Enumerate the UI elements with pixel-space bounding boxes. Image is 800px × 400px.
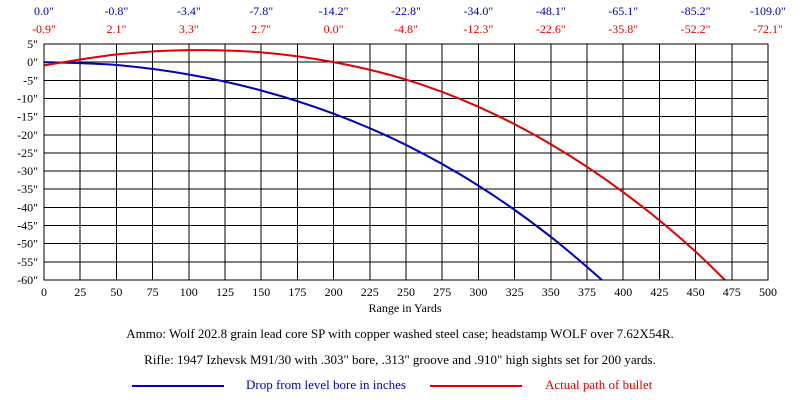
top-path-label: 2.7" <box>251 22 271 36</box>
x-tick-label: 250 <box>397 285 415 299</box>
rifle-caption: Rifle: 1947 Izhevsk M91/30 with .303" bo… <box>144 352 656 367</box>
top-drop-label: -3.4" <box>177 4 201 18</box>
x-tick-label: 75 <box>147 285 159 299</box>
top-drop-label: -14.2" <box>319 4 349 18</box>
x-tick-label: 450 <box>687 285 705 299</box>
top-path-label: 0.0" <box>324 22 344 36</box>
x-tick-label: 50 <box>110 285 122 299</box>
top-path-label: -35.8" <box>608 22 638 36</box>
x-axis-label: Range in Yards <box>368 301 441 315</box>
top-path-label: -12.3" <box>463 22 493 36</box>
x-tick-label: 425 <box>650 285 668 299</box>
top-path-label: 2.1" <box>106 22 126 36</box>
y-tick-label: -50" <box>17 237 38 251</box>
drop-series-line <box>44 61 604 280</box>
plot-frame <box>43 43 769 281</box>
legend-path-label: Actual path of bullet <box>545 377 653 392</box>
chart-legend: Drop from level bore in inches Actual pa… <box>0 376 800 396</box>
y-tick-label: -30" <box>17 164 38 178</box>
y-tick-label: -20" <box>17 128 38 142</box>
top-path-label: -52.2" <box>681 22 711 36</box>
y-tick-label: -15" <box>17 110 38 124</box>
top-drop-label: -109.0" <box>750 4 786 18</box>
x-tick-label: 350 <box>542 285 560 299</box>
legend-drop-label: Drop from level bore in inches <box>246 377 406 392</box>
x-tick-label: 25 <box>74 285 86 299</box>
x-tick-label: 175 <box>288 285 306 299</box>
top-drop-label: -7.8" <box>249 4 273 18</box>
top-drop-label: -22.8" <box>391 4 421 18</box>
top-drop-label: -85.2" <box>681 4 711 18</box>
x-tick-label: 0 <box>41 285 47 299</box>
x-tick-label: 400 <box>614 285 632 299</box>
x-tick-label: 275 <box>433 285 451 299</box>
y-tick-label: 5" <box>27 37 38 51</box>
y-tick-label: -55" <box>17 255 38 269</box>
y-tick-label: -60" <box>17 273 38 287</box>
y-tick-label: 0" <box>27 55 38 69</box>
x-tick-label: 475 <box>723 285 741 299</box>
x-tick-label: 200 <box>325 285 343 299</box>
path-series-line <box>44 49 727 280</box>
x-tick-label: 300 <box>469 285 487 299</box>
x-tick-label: 150 <box>252 285 270 299</box>
chart-series <box>44 49 727 280</box>
top-path-label: -4.8" <box>394 22 418 36</box>
chart-axes: 0 25 50 75 100 125 150 175 200 225 250 275 300 325 350… <box>17 37 777 299</box>
legend-drop-swatch <box>132 385 224 387</box>
y-tick-label: -25" <box>17 146 38 160</box>
top-path-label: 3.3" <box>179 22 199 36</box>
x-tick-label: 500 <box>759 285 777 299</box>
x-tick-label: 225 <box>361 285 379 299</box>
top-path-label: -22.6" <box>536 22 566 36</box>
top-path-label: -0.9" <box>32 22 56 36</box>
y-tick-label: -5" <box>23 73 38 87</box>
y-tick-label: -10" <box>17 91 38 105</box>
x-tick-label: 375 <box>578 285 596 299</box>
legend-path-swatch <box>430 385 522 387</box>
top-drop-label: -48.1" <box>536 4 566 18</box>
top-drop-label: -65.1" <box>608 4 638 18</box>
top-drop-label: 0.0" <box>34 4 54 18</box>
top-drop-label: -0.8" <box>104 4 128 18</box>
x-tick-label: 325 <box>506 285 524 299</box>
y-tick-label: -45" <box>17 219 38 233</box>
y-tick-label: -40" <box>17 200 38 214</box>
x-tick-label: 125 <box>216 285 234 299</box>
ammo-caption: Ammo: Wolf 202.8 grain lead core SP with… <box>126 326 674 341</box>
top-value-rows: 0.0" -0.8" -3.4" -7.8" -14.2" -22.8" -34.0" -48… <box>32 4 786 36</box>
top-drop-label: -34.0" <box>463 4 493 18</box>
top-path-label: -72.1" <box>753 22 783 36</box>
y-tick-label: -35" <box>17 182 38 196</box>
x-tick-label: 100 <box>180 285 198 299</box>
